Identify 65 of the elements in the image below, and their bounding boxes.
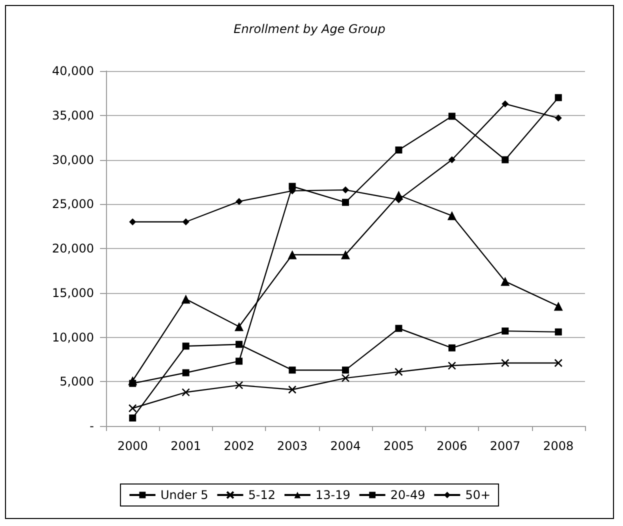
point (448, 362, 456, 370)
point (342, 186, 349, 194)
point (288, 250, 297, 260)
point (500, 276, 510, 286)
y-tick-label: 20,000 (52, 242, 94, 256)
point (341, 250, 350, 260)
point (236, 340, 243, 348)
legend-label: 20-49 (390, 488, 426, 502)
y-tick-label: 10,000 (52, 330, 94, 344)
point (288, 385, 296, 394)
x-tick-label: 2000 (117, 439, 148, 453)
point (448, 112, 456, 120)
point (236, 358, 243, 365)
point (234, 381, 244, 390)
legend-label: 50+ (465, 488, 491, 502)
point (182, 388, 190, 396)
x-tick-label: 2002 (224, 439, 254, 453)
chart-title: Enrollment by Age Group (234, 22, 386, 36)
legend-label: 13-19 (315, 488, 350, 502)
point (129, 218, 136, 226)
point (288, 366, 296, 374)
point (236, 198, 243, 205)
point (182, 369, 190, 376)
y-tick-label: 5,000 (60, 374, 94, 389)
point (342, 198, 349, 206)
point (394, 368, 403, 376)
point (502, 328, 509, 335)
legend-label: Under 5 (160, 488, 208, 502)
point (554, 328, 562, 336)
y-tick-label: 35,000 (52, 108, 94, 122)
x-tick-label: 2008 (543, 439, 574, 453)
point (502, 100, 509, 108)
point (234, 322, 244, 332)
point (395, 146, 402, 154)
point (554, 358, 563, 368)
point (502, 156, 509, 164)
point (554, 94, 562, 102)
x-tick-label: 2004 (330, 439, 361, 453)
legend-label: 5-12 (248, 488, 276, 502)
x-tick-label: 2005 (383, 439, 414, 453)
x-tick-label: 2001 (170, 439, 202, 453)
y-tick-label: 30,000 (52, 152, 94, 167)
point (129, 414, 136, 422)
x-tick-label: 2006 (436, 439, 468, 453)
point (395, 324, 402, 332)
y-tick-label: 40,000 (52, 64, 94, 78)
point (128, 404, 137, 412)
point (182, 218, 190, 226)
point (342, 366, 349, 374)
point (341, 374, 350, 382)
point (447, 211, 456, 220)
point (448, 344, 456, 352)
y-tick-label: 15,000 (52, 286, 94, 300)
y-tick-label: 25,000 (52, 197, 94, 212)
point (394, 190, 404, 200)
x-tick-label: 2007 (490, 439, 520, 453)
x-tick-label: 2003 (277, 439, 308, 453)
point (501, 358, 510, 368)
point (554, 302, 563, 311)
point (128, 376, 138, 386)
point (182, 342, 190, 350)
point (554, 114, 562, 122)
y-tick-label: - (90, 419, 94, 433)
point (448, 156, 456, 164)
point (181, 294, 190, 304)
